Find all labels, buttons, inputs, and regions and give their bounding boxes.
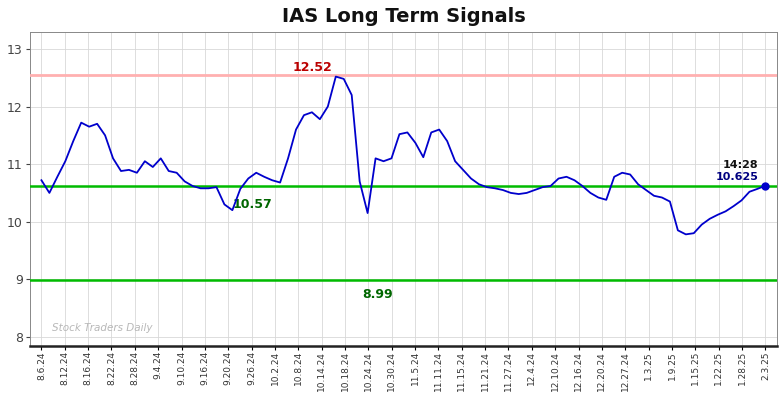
Text: Stock Traders Daily: Stock Traders Daily: [53, 323, 153, 333]
Text: 10.57: 10.57: [232, 197, 272, 211]
Text: 12.52: 12.52: [292, 61, 332, 74]
Text: 14:28: 14:28: [723, 160, 758, 170]
Title: IAS Long Term Signals: IAS Long Term Signals: [281, 7, 525, 26]
Text: 8.99: 8.99: [362, 289, 393, 302]
Text: 10.625: 10.625: [716, 172, 758, 181]
